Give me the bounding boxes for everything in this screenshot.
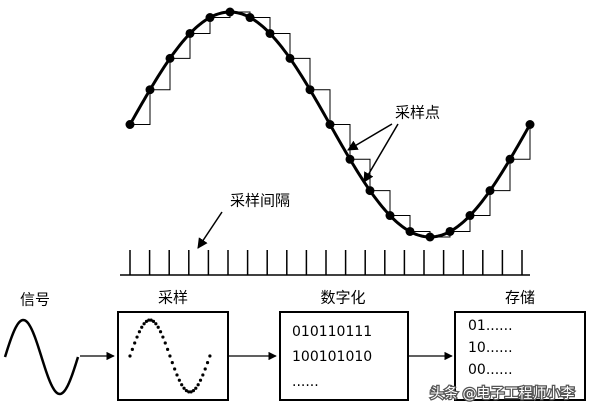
sample-interval-label: 采样间隔: [230, 192, 290, 210]
dot: [201, 373, 205, 377]
sample-dot: [265, 28, 275, 38]
stored: 01......: [468, 318, 513, 334]
dot: [149, 318, 153, 322]
stored: 10......: [468, 340, 513, 356]
sample-dot: [405, 226, 415, 236]
dot: [147, 318, 151, 322]
dot: [163, 341, 167, 345]
block-title: 存储: [505, 289, 535, 307]
dot: [191, 389, 196, 393]
dot: [194, 386, 198, 390]
dot: [182, 386, 186, 390]
sample-dot: [345, 154, 355, 164]
dot: [198, 378, 203, 382]
arrow: [347, 123, 393, 151]
dot: [203, 367, 207, 371]
dot: [170, 361, 174, 365]
sample-dot: [165, 53, 175, 63]
arrow: [197, 211, 223, 249]
dot: [161, 335, 165, 339]
sample-dot: [385, 211, 395, 221]
dot: [184, 389, 188, 393]
dot: [144, 319, 149, 323]
sample-dot: [125, 120, 135, 129]
signal-wave: [3, 318, 80, 396]
sample-dot: [285, 53, 295, 63]
dot: [158, 330, 163, 334]
watermark: 头条 @电子工程师小李: [430, 385, 574, 402]
sample-dot: [425, 232, 435, 242]
sample-dot: [185, 28, 195, 38]
arrow: [363, 123, 399, 183]
dot: [175, 373, 179, 377]
dot: [154, 322, 158, 326]
digitize-box: [279, 311, 409, 401]
sampled-dots: [128, 318, 212, 394]
sample-dot: [365, 186, 375, 196]
sample-dot: [325, 120, 335, 129]
dot: [205, 361, 210, 365]
dot: [135, 335, 139, 339]
sample-dot: [245, 13, 255, 23]
dot: [208, 354, 212, 358]
bits: 100101010: [292, 349, 372, 365]
dot: [142, 322, 146, 326]
dot: [151, 319, 156, 323]
dot: [137, 330, 141, 334]
dot: [177, 378, 181, 382]
block-title: 信号: [20, 291, 50, 309]
sample-dot: [525, 120, 535, 129]
storage-box: [454, 311, 586, 401]
sample-dot: [445, 226, 455, 236]
dot: [140, 325, 144, 329]
dot: [156, 325, 160, 329]
bits: ......: [292, 374, 319, 390]
bits: 010110111: [292, 324, 372, 340]
sample-dot: [465, 211, 475, 221]
sample-dot: [205, 13, 215, 23]
dot: [196, 383, 200, 387]
sample-dot: [505, 154, 515, 164]
sample-dot: [485, 186, 495, 196]
stored: 00......: [468, 362, 513, 378]
dot: [128, 354, 132, 358]
sampling-plot: [120, 7, 535, 276]
block-title: 采样: [158, 289, 188, 307]
sample-dot: [225, 7, 235, 17]
dot: [173, 367, 177, 371]
dot: [168, 354, 172, 358]
sample-dot: [145, 85, 155, 95]
dot: [166, 347, 170, 351]
dot: [130, 347, 134, 351]
dot: [133, 341, 137, 345]
block-title: 数字化: [320, 289, 365, 307]
dot: [189, 390, 193, 394]
sample-point-label: 采样点: [395, 104, 440, 122]
sample-dot: [305, 85, 315, 95]
dot: [187, 390, 191, 394]
dot: [180, 383, 184, 387]
sampling-box: [117, 311, 229, 401]
